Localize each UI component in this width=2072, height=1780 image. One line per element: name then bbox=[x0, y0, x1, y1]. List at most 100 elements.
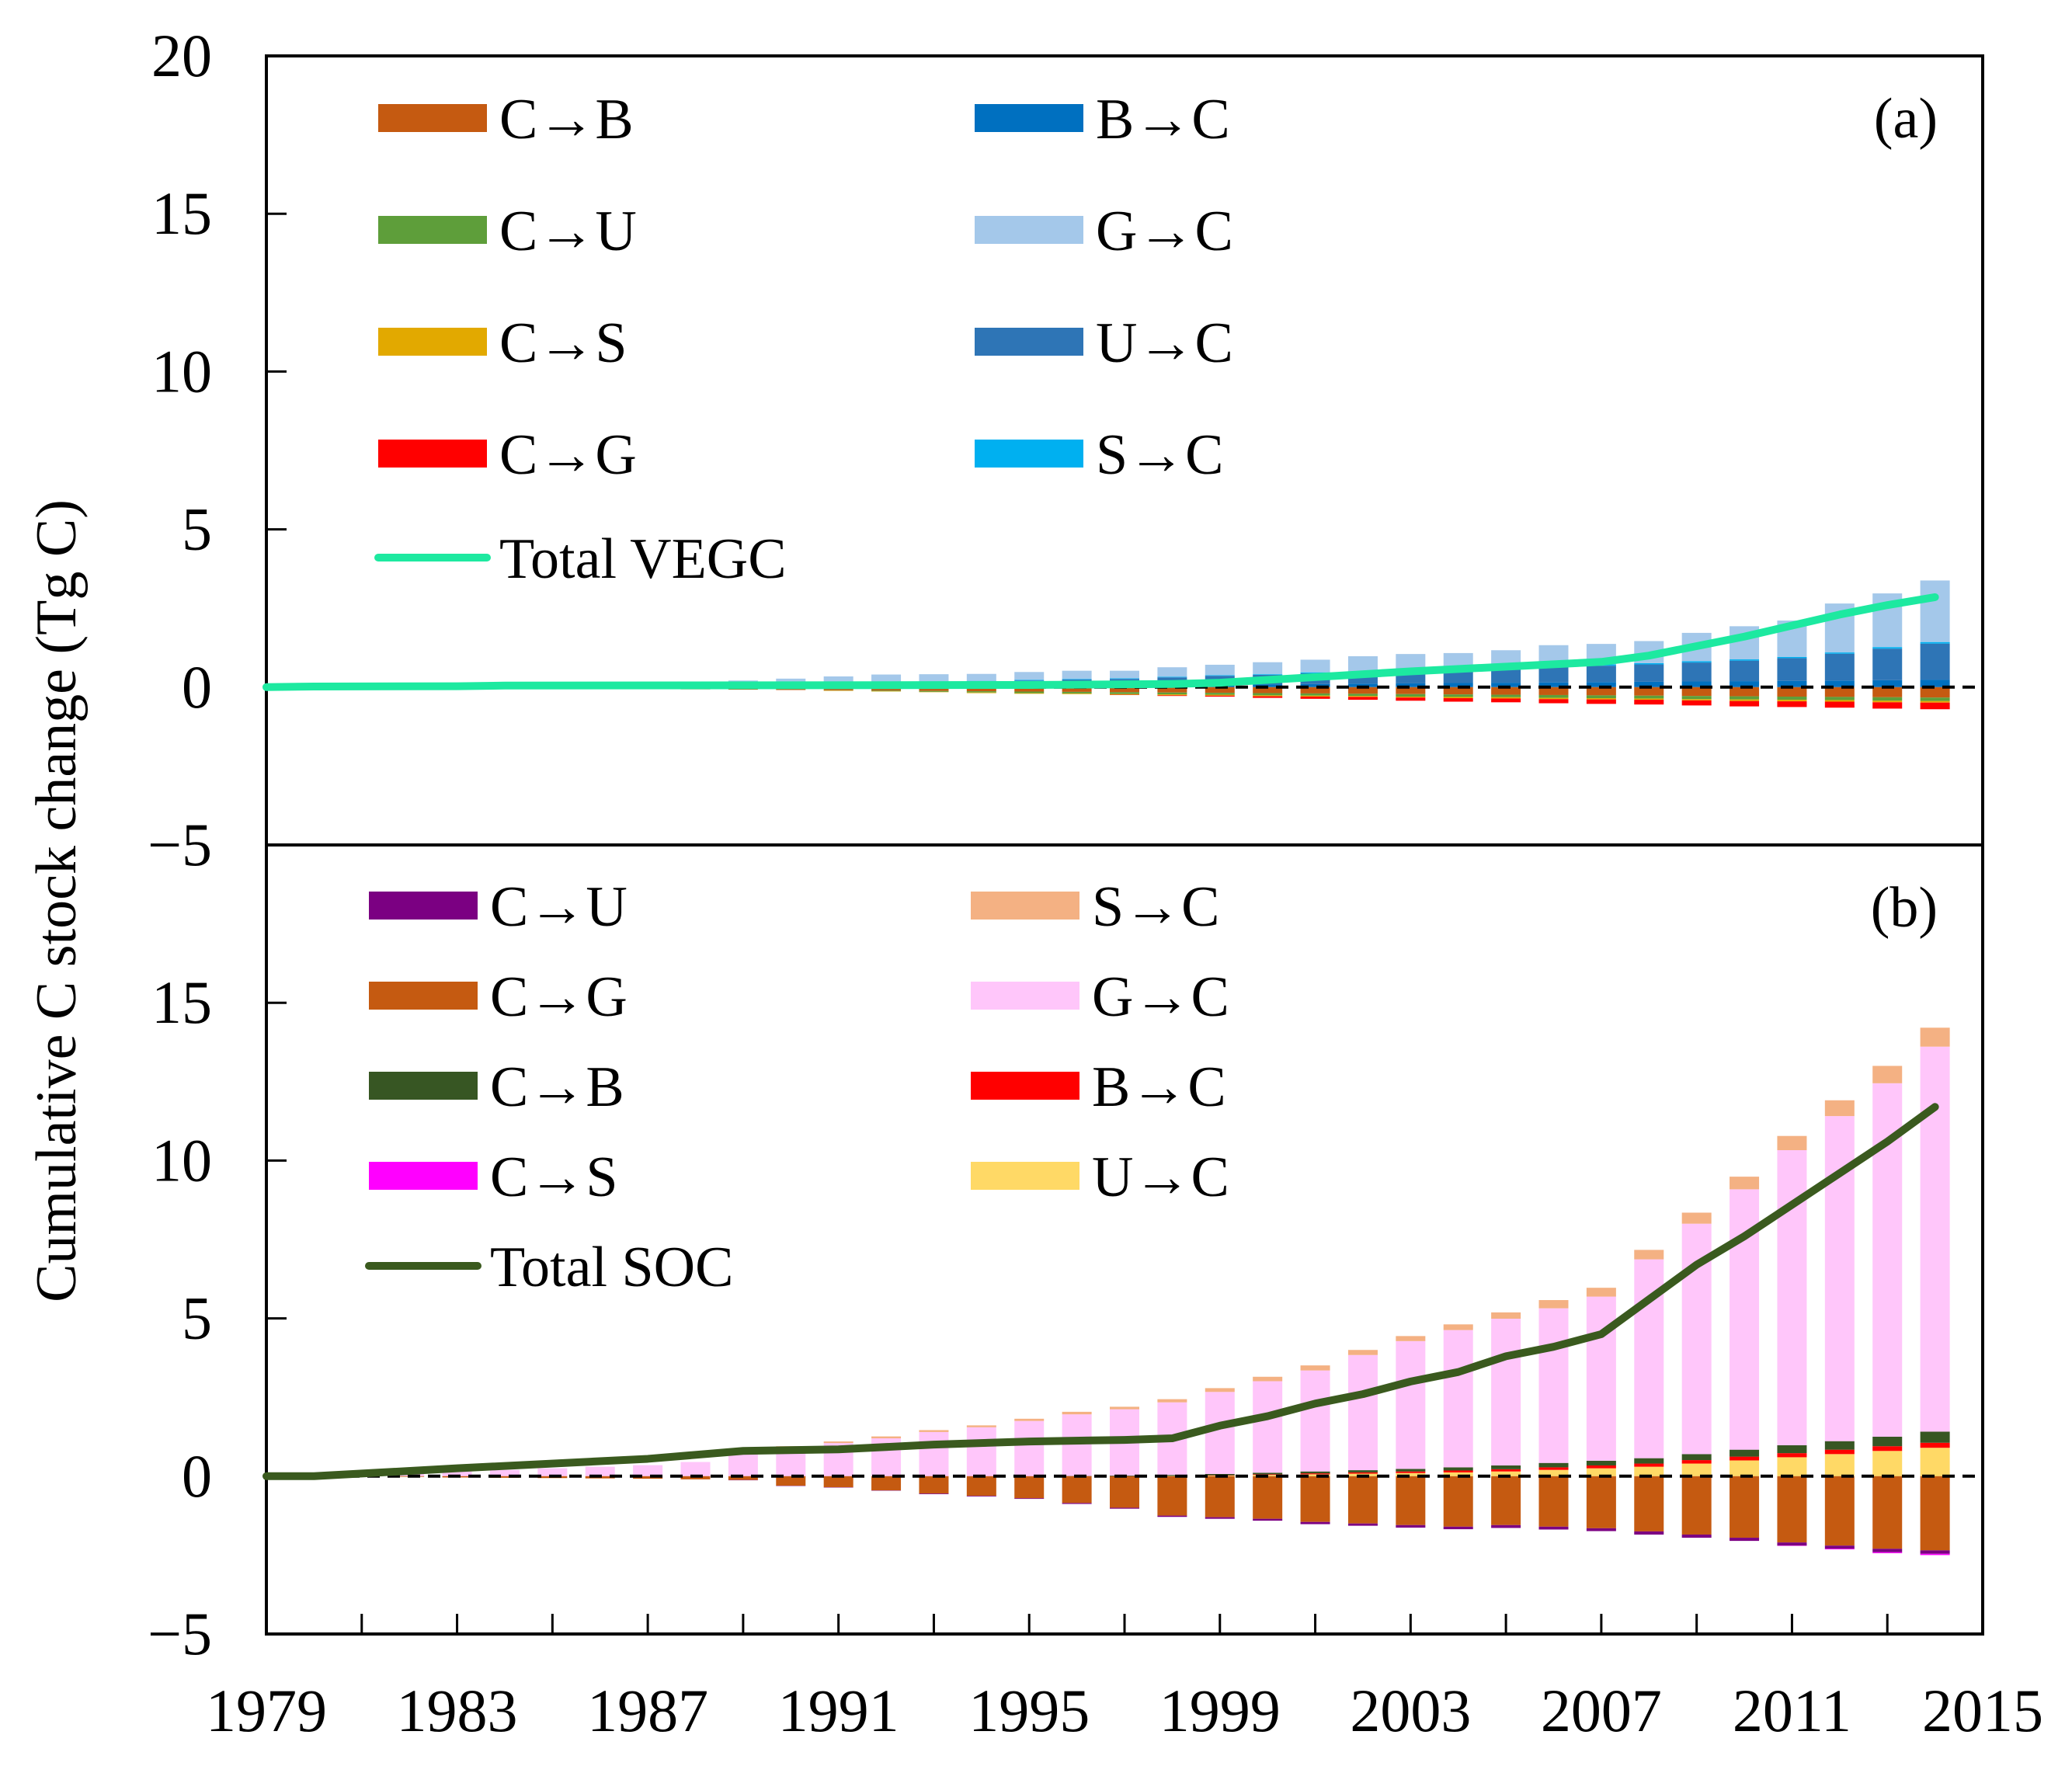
bar-segment bbox=[1062, 1503, 1092, 1504]
bar-segment bbox=[1347, 1354, 1378, 1471]
bar-segment bbox=[966, 691, 996, 693]
bar-segment bbox=[1872, 697, 1903, 701]
bar-segment bbox=[1347, 1476, 1378, 1524]
legend-label: G→C bbox=[1092, 965, 1229, 1029]
bar-segment bbox=[1634, 1458, 1664, 1464]
legend-label: Total VEGC bbox=[499, 527, 787, 591]
bar-segment bbox=[1920, 1431, 1950, 1443]
bar-segment bbox=[823, 1441, 853, 1444]
bar-segment bbox=[728, 1454, 758, 1476]
x-tick-label: 2011 bbox=[1733, 1677, 1851, 1744]
bar-segment bbox=[1491, 687, 1521, 695]
bar-segment bbox=[966, 1476, 996, 1496]
y-tick-label: 10 bbox=[151, 1126, 212, 1194]
bar-segment bbox=[1157, 1475, 1187, 1476]
bar-segment bbox=[1872, 701, 1903, 703]
bar-segment bbox=[1634, 1531, 1664, 1535]
legend-swatch bbox=[971, 1162, 1079, 1190]
bar-segment bbox=[1157, 695, 1187, 697]
legend-label: C→G bbox=[499, 423, 637, 487]
legend-label: C→G bbox=[490, 965, 628, 1029]
bar-segment bbox=[1491, 697, 1521, 699]
bar-segment bbox=[1777, 687, 1807, 697]
bar-segment bbox=[1347, 697, 1378, 701]
bar-segment bbox=[1300, 683, 1330, 687]
bar-segment bbox=[1777, 700, 1807, 702]
bar-segment bbox=[1586, 1296, 1616, 1461]
bar-segment bbox=[1586, 699, 1616, 704]
bar-segment bbox=[1300, 1474, 1330, 1476]
bar-segment bbox=[1920, 1553, 1950, 1556]
bar-segment bbox=[1443, 1324, 1473, 1330]
bar-segment bbox=[1443, 1526, 1473, 1530]
legend-label: B→C bbox=[1092, 1055, 1226, 1119]
legend-swatch bbox=[378, 440, 487, 468]
bar-segment bbox=[1586, 1288, 1616, 1297]
bar-segment bbox=[1253, 1518, 1283, 1521]
legend-label: B→C bbox=[1096, 88, 1230, 151]
x-tick-label: 1987 bbox=[587, 1677, 708, 1744]
bar-segment bbox=[1491, 1465, 1521, 1469]
bar-segment bbox=[1443, 694, 1473, 697]
bar-segment bbox=[1872, 687, 1903, 697]
bar-segment bbox=[537, 1468, 568, 1476]
legend-swatch bbox=[975, 440, 1083, 468]
bar-segment bbox=[1300, 1521, 1330, 1524]
bar-segment bbox=[1872, 1437, 1903, 1447]
bar-segment bbox=[1062, 1414, 1092, 1476]
bar-segment bbox=[1347, 1523, 1378, 1526]
x-tick-label: 1983 bbox=[397, 1677, 518, 1744]
bar-segment bbox=[776, 678, 806, 684]
bar-segment bbox=[1920, 643, 1950, 680]
bar-segment bbox=[1824, 653, 1855, 681]
bar-segment bbox=[1681, 1212, 1712, 1224]
bar-segment bbox=[1824, 697, 1855, 701]
bar-segment bbox=[1777, 1457, 1807, 1476]
bar-segment bbox=[1586, 1468, 1616, 1476]
bar-segment bbox=[1014, 672, 1045, 680]
bar-segment bbox=[1538, 1526, 1569, 1530]
bar-segment bbox=[1062, 687, 1092, 692]
legend-label: C→B bbox=[499, 88, 634, 151]
bar-segment bbox=[1396, 1472, 1426, 1476]
bar-segment bbox=[966, 692, 996, 694]
bar-segment bbox=[1014, 691, 1045, 694]
bar-segment bbox=[1730, 699, 1760, 701]
bar-segment bbox=[1634, 1476, 1664, 1531]
bar-segment bbox=[1110, 694, 1139, 695]
bar-segment bbox=[1586, 1460, 1616, 1465]
bar-segment bbox=[1681, 662, 1712, 682]
total-line bbox=[262, 593, 1939, 691]
bar-segment bbox=[1681, 696, 1712, 700]
bar-segment bbox=[1110, 1406, 1139, 1410]
bar-segment bbox=[1730, 659, 1760, 661]
bar-segment bbox=[1824, 687, 1855, 697]
bar-segment bbox=[1110, 670, 1139, 679]
bar-segment bbox=[1253, 1376, 1283, 1382]
bar-segment bbox=[1300, 695, 1330, 697]
bar-segment bbox=[633, 1476, 663, 1479]
y-axis-label: Cumulative C stock change (Tg C) bbox=[25, 499, 89, 1302]
bar-segment bbox=[1730, 681, 1760, 687]
bar-segment bbox=[1157, 1515, 1187, 1518]
bar-segment bbox=[1586, 1476, 1616, 1528]
legend-label: U→C bbox=[1096, 311, 1233, 375]
legend-label: S→C bbox=[1096, 423, 1224, 487]
bar-segment bbox=[1014, 1498, 1045, 1500]
y-tick-label: 15 bbox=[151, 968, 212, 1036]
bar-segment bbox=[1634, 700, 1664, 705]
bar-segment bbox=[1253, 695, 1283, 697]
bar-segment bbox=[1920, 1476, 1950, 1551]
bar-segment bbox=[1347, 1472, 1378, 1474]
bar-segment bbox=[489, 1476, 520, 1478]
bar-segment bbox=[1396, 683, 1426, 687]
bar-segment bbox=[728, 1476, 758, 1480]
legend-label: C→B bbox=[490, 1055, 624, 1119]
bar-segment bbox=[919, 1476, 949, 1494]
bar-segment bbox=[1824, 1100, 1855, 1117]
bar-segment bbox=[1062, 670, 1092, 680]
bar-segment bbox=[1491, 1319, 1521, 1465]
bar-segment bbox=[1205, 1392, 1235, 1474]
bar-segment bbox=[1491, 1471, 1521, 1476]
bar-segment bbox=[1205, 1517, 1235, 1519]
